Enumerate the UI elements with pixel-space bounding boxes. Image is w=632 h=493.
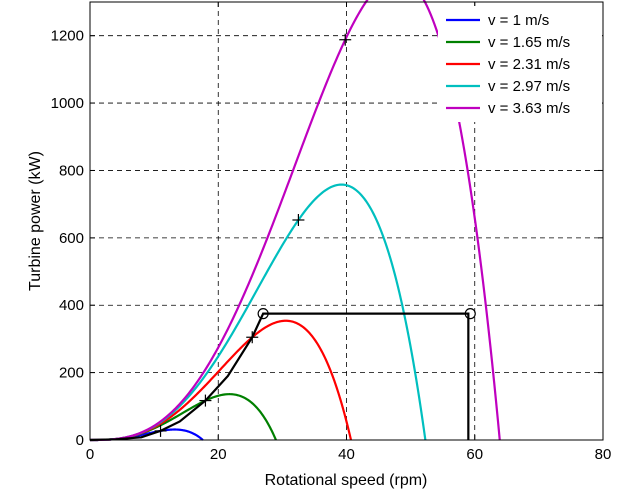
legend-label: v = 2.31 m/s [488,56,570,73]
y-tick-label: 1200 [51,28,84,45]
y-tick-label: 1000 [51,95,84,112]
y-tick-label: 400 [59,297,84,314]
x-tick-label: 0 [86,446,94,463]
y-tick-label: 0 [76,432,84,449]
legend-label: v = 1.65 m/s [488,34,570,51]
y-tick-label: 800 [59,162,84,179]
y-tick-label: 200 [59,365,84,382]
y-axis-title: Turbine power (kW) [27,151,44,291]
limit-marker [464,308,476,320]
x-tick-label: 40 [338,446,355,463]
x-tick-label: 80 [595,446,612,463]
x-tick-label: 20 [210,446,227,463]
limit-marker [257,308,269,320]
y-tick-label: 600 [59,230,84,247]
legend: v = 1 m/s v = 1.65 m/s v = 2.31 m/s v = 2.9… [438,6,602,122]
legend-label: v = 3.63 m/s [488,100,570,117]
series-line [90,0,501,442]
legend-label: v = 1 m/s [488,12,549,29]
x-axis-title: Rotational speed (rpm) [265,472,428,489]
legend-label: v = 2.97 m/s [488,78,570,95]
x-tick-label: 60 [466,446,483,463]
markers [154,33,476,437]
